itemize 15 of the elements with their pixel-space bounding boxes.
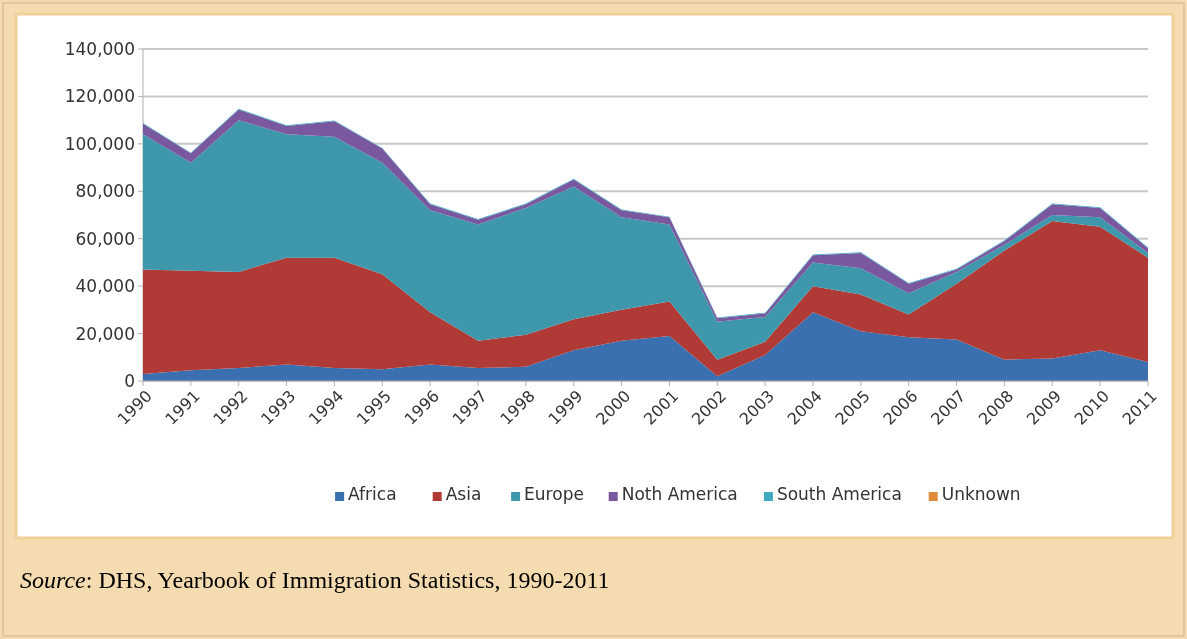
legend-label: South America [776,484,902,504]
y-tick-label: 20,000 [75,323,135,344]
y-tick-label: 60,000 [75,228,135,249]
legend-label: Africa [348,484,397,504]
y-tick-label: 40,000 [75,276,135,297]
y-tick-label: 140,000 [64,38,135,59]
legend-label: Noth America [621,484,738,504]
legend-label: Asia [445,484,482,504]
y-tick-label: 80,000 [75,181,135,202]
y-tick-label: 100,000 [64,133,135,154]
legend-label: Europe [524,484,584,504]
y-tick-label: 0 [124,370,135,391]
source-note: Source: DHS, Yearbook of Immigration Statistics, 1990-2011 [20,567,610,593]
legend-label: Unknown [941,484,1021,504]
y-tick-label: 120,000 [64,86,135,107]
